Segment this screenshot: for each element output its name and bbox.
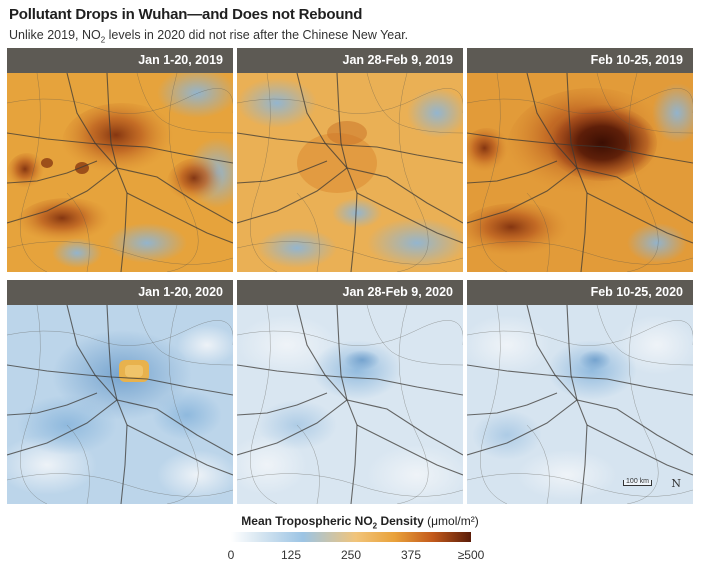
no2-map — [467, 73, 693, 272]
figure-subtitle: Unlike 2019, NO2 levels in 2020 did not … — [9, 28, 409, 45]
scale-bar: 100 km — [623, 478, 652, 486]
map-panel-cny-2020: Jan 28-Feb 9, 2020 — [237, 280, 463, 504]
panel-label: Feb 10-25, 2020 — [467, 280, 693, 305]
no2-map: 100 km N — [467, 305, 693, 504]
legend-tick: 0 — [227, 548, 235, 562]
map-panel-jan-2019: Jan 1-20, 2019 — [7, 48, 233, 272]
panel-label: Jan 28-Feb 9, 2020 — [237, 280, 463, 305]
legend-tick: 375 — [400, 548, 422, 562]
legend-tick: 250 — [340, 548, 362, 562]
panel-label: Jan 28-Feb 9, 2019 — [237, 48, 463, 73]
legend-color-bar — [231, 532, 471, 542]
map-panel-feb-2019: Feb 10-25, 2019 — [467, 48, 693, 272]
panel-label: Jan 1-20, 2020 — [7, 280, 233, 305]
panel-label: Feb 10-25, 2019 — [467, 48, 693, 73]
map-grid: Jan 1-20, 2019 Jan 28-Feb 9, 2019 — [7, 48, 697, 510]
no2-map — [7, 305, 233, 504]
map-panel-cny-2019: Jan 28-Feb 9, 2019 — [237, 48, 463, 272]
map-panel-feb-2020: Feb 10-25, 2020 100 km N — [467, 280, 693, 504]
no2-map — [237, 73, 463, 272]
legend-title: Mean Tropospheric NO2 Density (μmol/m²) — [241, 514, 479, 531]
north-label: N — [671, 477, 681, 490]
legend-tick: 125 — [280, 548, 302, 562]
legend-tick: ≥500 — [457, 548, 485, 562]
north-arrow-icon: N — [671, 477, 681, 490]
no2-map — [7, 73, 233, 272]
figure-title: Pollutant Drops in Wuhan—and Does not Re… — [9, 6, 363, 23]
panel-label: Jan 1-20, 2019 — [7, 48, 233, 73]
no2-map — [237, 305, 463, 504]
map-panel-jan-2020: Jan 1-20, 2020 — [7, 280, 233, 504]
